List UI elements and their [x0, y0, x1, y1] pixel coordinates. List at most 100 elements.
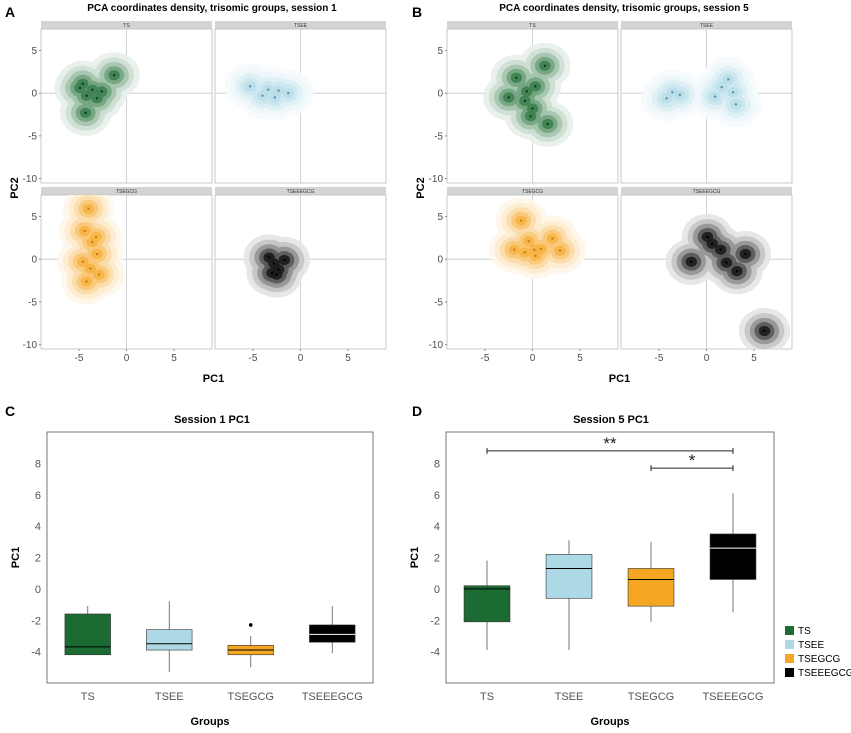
data-point — [513, 248, 516, 251]
x-tick-label: 5 — [751, 353, 757, 364]
panel-title-d: Session 5 PC1 — [573, 414, 649, 426]
y-tick-label: 4 — [35, 521, 41, 533]
facet-strip — [41, 21, 212, 29]
y-tick-label: -10 — [429, 340, 444, 351]
facet-strip-label: TSEGCG — [116, 189, 137, 195]
data-point — [78, 86, 82, 90]
x-tick-label: TSEGCG — [628, 691, 674, 703]
facet-strip-label: TSEEEGCG — [287, 189, 315, 195]
iqr-box — [146, 629, 193, 651]
facet-tseeegcg: TSEEEGCG -5 0 5 — [620, 187, 793, 364]
data-point — [277, 89, 280, 92]
iqr-box — [64, 613, 111, 656]
x-tick-label: TS — [480, 691, 494, 703]
y-tick-label: 6 — [35, 490, 41, 502]
data-point — [95, 97, 99, 100]
facet-strip — [447, 21, 618, 29]
density-contours — [483, 42, 574, 148]
data-point — [727, 78, 730, 81]
y-tick-label: 0 — [31, 89, 37, 100]
panel-title-b: PCA coordinates density, trisomic groups… — [499, 3, 749, 14]
y-tick-label: 6 — [434, 490, 440, 502]
data-point — [267, 256, 271, 259]
x-axis-label: Groups — [590, 716, 629, 728]
density-contours — [57, 195, 125, 305]
data-point — [81, 260, 85, 263]
y-tick-label: -5 — [28, 131, 37, 142]
density-contours — [54, 52, 140, 136]
legend-label-ts: TS — [798, 626, 811, 637]
legend-swatch-tsegcg — [785, 654, 794, 663]
data-point — [515, 76, 518, 79]
y-axis-label: PC1 — [10, 547, 22, 568]
box-ts: TS — [64, 606, 111, 703]
y-tick-label: 0 — [437, 89, 443, 100]
facet-strip-label: TS — [123, 23, 130, 29]
data-point — [534, 85, 537, 88]
data-point — [84, 111, 87, 115]
outlier-point — [248, 623, 253, 627]
data-point — [83, 229, 86, 233]
facet-strip — [41, 187, 212, 195]
data-point — [272, 262, 276, 265]
data-point — [706, 235, 709, 239]
panel-letter-b: B — [412, 4, 422, 20]
box-tsee: TSEE — [146, 601, 193, 703]
legend-swatch-tseeegcg — [785, 668, 794, 677]
data-point — [558, 249, 562, 252]
box-tsegcg: TSEGCG — [627, 541, 675, 703]
x-tick-label: -5 — [481, 353, 490, 364]
y-tick-label: 8 — [434, 458, 440, 470]
significance-bar: * — [650, 451, 734, 472]
data-point — [100, 90, 104, 93]
boxplot-session-1: 8 6 4 2 0 -2 -4 TS TSEE TSEGCG TSEEEGCG Groups PC1 — [10, 431, 374, 728]
facet-strip-label: TSEE — [700, 23, 714, 29]
panel-letter-a: A — [5, 4, 15, 20]
x-tick-label: 0 — [704, 353, 710, 364]
y-tick-label: -4 — [31, 647, 41, 659]
density-contours — [488, 197, 586, 279]
data-point — [507, 96, 510, 99]
y-tick-label: 0 — [31, 255, 37, 266]
data-point — [267, 88, 270, 91]
iqr-box — [463, 585, 511, 623]
facet-strip — [215, 187, 386, 195]
data-point — [91, 240, 94, 244]
facet-tsee: TSEE — [620, 21, 793, 184]
data-point — [85, 94, 88, 97]
x-tick-label: TSEGCG — [228, 691, 274, 703]
box-tsee: TSEE — [545, 540, 593, 703]
y-tick-label: 5 — [437, 212, 443, 223]
data-point — [97, 273, 101, 276]
y-axis-label: PC1 — [409, 547, 421, 568]
data-point — [665, 97, 668, 100]
density-plot-session-5: TS 5 0 -5 -10 TSEE TSEGCG 5 0 -5 -10 -5 0 5 TSEEEGCG -5… — [415, 21, 793, 385]
density-contours — [640, 56, 762, 128]
data-point — [94, 235, 98, 239]
data-point — [539, 247, 543, 251]
box-ts: TS — [463, 560, 511, 703]
data-point — [270, 271, 274, 275]
x-tick-label: -5 — [249, 353, 258, 364]
data-point — [744, 252, 747, 256]
facet-strip — [621, 187, 792, 195]
legend-label-tseeegcg: TSEEEGCG — [798, 668, 851, 679]
y-axis-label: PC2 — [415, 177, 427, 198]
density-contours — [243, 234, 310, 298]
panel-title-c: Session 1 PC1 — [174, 414, 250, 426]
facet-tsee: TSEE — [214, 21, 387, 184]
data-point — [735, 269, 739, 273]
facet-tsegcg: TSEGCG 5 0 -5 -10 -5 0 5 — [23, 187, 213, 364]
legend: TS TSEE TSEGCG TSEEEGCG — [785, 626, 851, 679]
data-point — [546, 122, 549, 126]
x-tick-label: 0 — [530, 353, 536, 364]
data-point — [523, 99, 527, 103]
x-tick-label: 0 — [124, 353, 130, 364]
data-point — [91, 88, 94, 91]
data-point — [533, 248, 536, 251]
y-tick-label: 5 — [31, 46, 37, 57]
data-point — [261, 94, 264, 97]
x-tick-label: TSEE — [155, 691, 184, 703]
data-point — [277, 268, 280, 271]
